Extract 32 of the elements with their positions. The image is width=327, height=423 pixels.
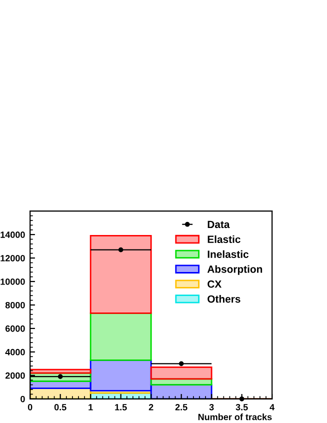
legend-label: Inelastic [208,250,249,258]
y-tick-label: 14000 [0,232,25,238]
y-tick-label: 6000 [5,325,25,332]
bar [90,359,152,392]
bar [90,312,152,361]
legend-label: Data [208,220,230,228]
y-tick-label: 0 [20,396,25,402]
y-tick-label: 2000 [5,372,25,379]
y-tick-label: 8000 [5,302,25,308]
bar [30,368,92,374]
bar [90,235,152,314]
y-tick-label: 10000 [0,278,25,285]
x-tick-label: 3 [209,404,214,410]
x-tick-label: 1.5 [115,404,127,410]
legend-label: Elastic [208,235,240,244]
x-tick-label: 0 [28,404,32,410]
x-tick-label: 1 [88,404,93,410]
x-tick-label: 0.5 [54,404,66,410]
x-tick-label: 2 [148,404,154,410]
x-tick-label: 4 [270,404,275,410]
legend-label: Absorption [207,265,262,275]
point [178,361,184,366]
bar [150,366,212,380]
y-tick-label: 12000 [0,254,25,262]
x-axis-title: Number of tracks [198,414,272,420]
x-tick-label: 3.5 [236,404,248,410]
y-tick-label: 4000 [5,348,25,356]
point [58,374,63,380]
legend-label: Others [208,295,240,303]
point [118,247,124,252]
x-tick-label: 2.5 [175,404,188,410]
legend-label: CX [208,280,222,288]
